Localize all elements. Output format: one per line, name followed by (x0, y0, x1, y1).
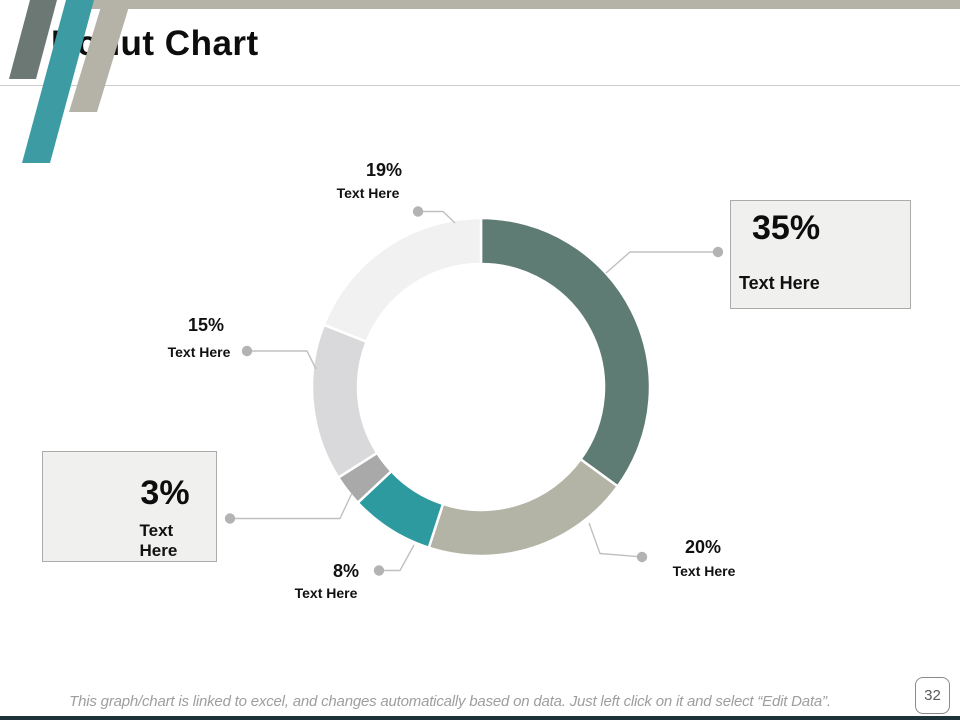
page-number-box: 32 (915, 677, 950, 714)
page-number: 32 (924, 687, 941, 704)
donut-segment-15pct[interactable] (310, 323, 379, 480)
callout-box-35[interactable]: 35% Text Here (730, 200, 911, 309)
title-divider-line (0, 85, 960, 86)
corner-stripe-teal (22, 0, 94, 163)
footer-note: This graph/chart is linked to excel, and… (69, 693, 831, 710)
label-8-percent: 8% (332, 561, 360, 581)
corner-stripes-decoration (9, 0, 131, 163)
donut-segment-20pct[interactable] (427, 457, 620, 558)
corner-stripe-slate (9, 0, 57, 79)
donut-segment-35pct[interactable] (479, 216, 652, 489)
label-8-text: Text Here (294, 585, 358, 601)
callout-box-3[interactable]: 3% Text Here (42, 451, 217, 562)
label-15-percent: 15% (187, 315, 225, 335)
bottom-accent-bar (0, 716, 960, 720)
callout-35-text: Text Here (739, 273, 820, 293)
label-19-percent: 19% (365, 160, 403, 180)
corner-stripe-taupe (69, 0, 131, 112)
label-20-text: Text Here (672, 563, 736, 579)
label-19-text: Text Here (336, 185, 400, 201)
callout-35-percent: 35% (752, 209, 821, 247)
label-20-percent: 20% (684, 537, 722, 557)
callout-3-text: Text Here (139, 521, 178, 560)
callout-3-percent: 3% (140, 474, 190, 512)
donut-segment-19pct[interactable] (322, 216, 483, 344)
label-15-text: Text Here (167, 344, 231, 360)
top-accent-bar (86, 0, 960, 9)
